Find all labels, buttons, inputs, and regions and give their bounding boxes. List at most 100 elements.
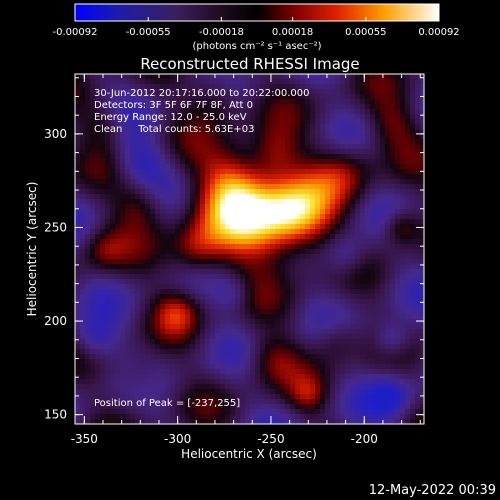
heatmap-cell [335,399,341,405]
heatmap-cell [410,409,416,415]
heatmap-cell [345,89,351,95]
heatmap-cell [280,384,286,390]
heatmap-cell [235,129,241,135]
heatmap-cell [80,309,86,315]
heatmap-cell [140,419,146,424]
heatmap-cell [400,104,406,110]
heatmap-cell [100,169,106,175]
heatmap-cell [75,419,81,424]
heatmap-cell [75,364,81,370]
heatmap-cell [405,394,411,400]
heatmap-cell [415,184,421,190]
heatmap-cell [190,414,196,420]
heatmap-cell [180,79,186,85]
heatmap-cell [365,214,371,220]
heatmap-cell [355,239,361,245]
heatmap-cell [95,349,101,355]
heatmap-cell [255,359,261,365]
heatmap-cell [285,394,291,400]
heatmap-cell [360,349,366,355]
heatmap-cell [355,219,361,225]
heatmap-cell [380,274,386,280]
heatmap-cell [400,404,406,410]
heatmap-cell [290,389,296,395]
heatmap-cell [215,254,221,260]
heatmap-cell [420,134,424,140]
heatmap-cell [215,179,221,185]
heatmap-cell [260,219,266,225]
heatmap-cell [300,319,306,325]
heatmap-cell [175,104,181,110]
heatmap-cell [85,339,91,345]
heatmap-cell [220,239,226,245]
heatmap-cell [115,379,121,385]
heatmap-cell [255,189,261,195]
heatmap-cell [105,314,111,320]
heatmap-cell [130,184,136,190]
heatmap-cell [115,94,121,100]
heatmap-cell [325,344,331,350]
heatmap-cell [340,189,346,195]
heatmap-cell [115,194,121,200]
heatmap-cell [360,264,366,270]
heatmap-cell [300,414,306,420]
heatmap-cell [345,229,351,235]
heatmap-cell [90,229,96,235]
heatmap-cell [375,294,381,300]
heatmap-cell [355,199,361,205]
heatmap-cell [345,79,351,85]
heatmap-cell [175,159,181,165]
heatmap-cell [280,354,286,360]
heatmap-cell [165,189,171,195]
heatmap-cell [235,79,241,85]
heatmap-cell [210,314,216,320]
heatmap-cell [205,139,211,145]
heatmap-cell [200,94,206,100]
heatmap-cell [140,334,146,340]
heatmap-cell [170,99,176,105]
heatmap-cell [335,144,341,150]
heatmap-cell [140,104,146,110]
heatmap-cell [415,94,421,100]
heatmap-cell [205,324,211,330]
heatmap-cell [305,289,311,295]
heatmap-cell [135,269,141,275]
heatmap-cell [325,254,331,260]
heatmap-cell [375,324,381,330]
heatmap-cell [145,359,151,365]
heatmap-cell [240,304,246,310]
heatmap-cell [335,79,341,85]
heatmap-cell [260,399,266,405]
heatmap-cell [225,339,231,345]
heatmap-cell [215,399,221,405]
heatmap-cell [100,409,106,415]
heatmap-cell [335,114,341,120]
heatmap-cell [330,249,336,255]
heatmap-cell [370,124,376,130]
heatmap-cell [345,104,351,110]
heatmap-cell [75,339,81,345]
heatmap-cell [270,84,276,90]
heatmap-cell [120,289,126,295]
plot-frame [74,73,425,425]
heatmap-cell [170,199,176,205]
heatmap-cell [165,289,171,295]
heatmap-cell [370,169,376,175]
heatmap-cell [225,119,231,125]
heatmap-cell [75,359,81,365]
heatmap-cell [235,109,241,115]
heatmap-cell [100,304,106,310]
heatmap-cell [355,234,361,240]
heatmap-cell [400,329,406,335]
heatmap-cell [200,164,206,170]
heatmap-cell [415,404,421,410]
heatmap-cell [135,209,141,215]
heatmap-cell [400,279,406,285]
y-tick-label: 250 [44,220,67,234]
heatmap-cell [390,419,396,424]
heatmap-cell [330,174,336,180]
heatmap-cell [220,359,226,365]
heatmap-cell [350,304,356,310]
heatmap-cell [95,414,101,420]
